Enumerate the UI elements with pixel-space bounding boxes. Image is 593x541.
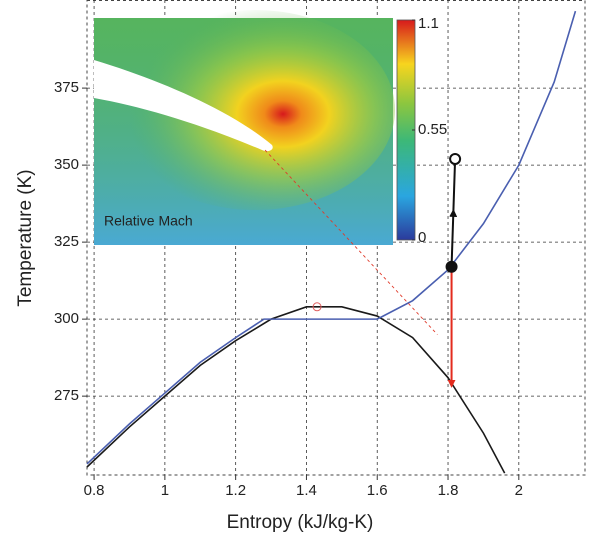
series-line [449,158,458,267]
contour-field [115,10,395,210]
x-tick-label: 1.6 [367,482,388,499]
x-axis-title: Entropy (kJ/kg-K) [227,512,374,533]
point-marker [449,152,462,165]
x-tick-label: 1.8 [438,482,459,499]
y-axis-title: Temperature (K) [15,169,36,306]
series-line [86,306,506,474]
x-tick-label: 2 [515,482,523,499]
series-line [264,149,438,335]
inset-label: Relative Mach [104,213,193,229]
y-tick-label: 350 [54,156,79,173]
plot [86,10,577,474]
colorbar-tick-label: 0 [418,229,426,246]
point-marker [445,260,458,273]
colorbar-tick-label: 1.1 [418,15,439,32]
airfoil [94,60,273,152]
y-tick-label: 325 [54,233,79,250]
y-tick-label: 300 [54,310,79,327]
inset: Relative Mach 0 0.55 1.1 [94,10,447,246]
x-tick-label: 0.8 [84,482,105,499]
y-tick-label: 275 [54,387,79,404]
plot-frame [86,0,586,476]
point-marker [312,302,322,312]
series-line [86,10,577,465]
y-tick-label: 375 [54,79,79,96]
colorbar-tick-label: 0.55 [418,121,447,138]
x-tick-label: 1.4 [296,482,317,499]
x-tick-label: 1.2 [225,482,246,499]
x-tick-label: 1 [161,482,169,499]
